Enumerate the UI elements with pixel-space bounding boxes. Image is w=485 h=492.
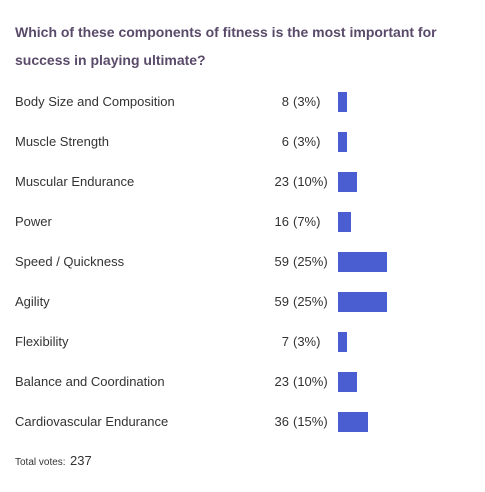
vote-count: 23 — [274, 174, 289, 189]
result-row: Balance and Coordination 23 (10%) — [15, 362, 480, 402]
vote-bar — [338, 412, 368, 432]
option-label: Cardiovascular Endurance — [15, 414, 169, 429]
vote-percent: (10%) — [293, 174, 328, 189]
option-label: Muscle Strength — [15, 134, 109, 149]
option-label: Power — [15, 214, 52, 229]
vote-count: 23 — [274, 374, 289, 389]
result-row: Body Size and Composition 8 (3%) — [15, 82, 480, 122]
vote-bar — [338, 332, 347, 352]
vote-bar — [338, 252, 387, 272]
vote-bar — [338, 172, 357, 192]
total-votes-value: 237 — [70, 453, 92, 468]
option-label: Balance and Coordination — [15, 374, 165, 389]
result-row: Muscular Endurance 23 (10%) — [15, 162, 480, 202]
total-votes-label: Total votes: — [15, 457, 66, 468]
vote-percent: (7%) — [293, 214, 321, 229]
result-row: Power 16 (7%) — [15, 202, 480, 242]
results-list: Body Size and Composition 8 (3%) Muscle Str… — [15, 82, 480, 442]
vote-bar — [338, 132, 347, 152]
vote-bar — [338, 292, 387, 312]
vote-percent: (15%) — [293, 414, 328, 429]
vote-count: 16 — [274, 214, 289, 229]
option-label: Speed / Quickness — [15, 254, 125, 269]
vote-percent: (3%) — [293, 134, 321, 149]
vote-percent: (3%) — [293, 334, 321, 349]
vote-bar — [338, 92, 347, 112]
option-label: Flexibility — [15, 334, 69, 349]
result-row: Muscle Strength 6 (3%) — [15, 122, 480, 162]
vote-bar — [338, 212, 351, 232]
option-label: Muscular Endurance — [15, 174, 135, 189]
result-row: Agility 59 (25%) — [15, 282, 480, 322]
total-votes: Total votes: 237 — [15, 452, 92, 470]
vote-count: 8 — [281, 94, 289, 109]
vote-count: 7 — [281, 334, 289, 349]
vote-bar — [338, 372, 357, 392]
poll-question: Which of these components of fitness is … — [15, 24, 437, 68]
vote-percent: (10%) — [293, 374, 328, 389]
vote-percent: (3%) — [293, 94, 321, 109]
vote-percent: (25%) — [293, 294, 328, 309]
result-row: Cardiovascular Endurance 36 (15%) — [15, 402, 480, 442]
vote-count: 59 — [274, 254, 289, 269]
result-row: Flexibility 7 (3%) — [15, 322, 480, 362]
vote-count: 36 — [274, 414, 289, 429]
vote-percent: (25%) — [293, 254, 328, 269]
option-label: Agility — [15, 294, 50, 309]
option-label: Body Size and Composition — [15, 94, 175, 109]
vote-count: 6 — [281, 134, 289, 149]
result-row: Speed / Quickness 59 (25%) — [15, 242, 480, 282]
vote-count: 59 — [274, 294, 289, 309]
